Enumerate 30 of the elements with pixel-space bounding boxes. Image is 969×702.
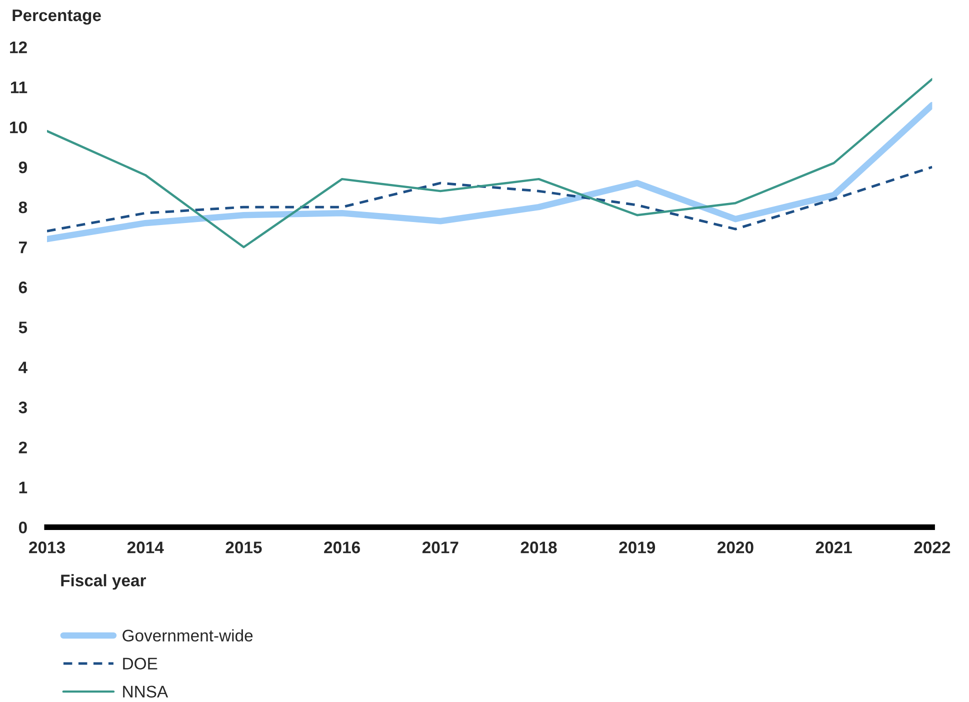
- y-tick-label: 10: [10, 121, 27, 134]
- legend-label: DOE: [123, 658, 158, 670]
- y-axis-title: Percentage: [12, 10, 101, 25]
- x-axis-title: Fiscal year: [61, 574, 146, 590]
- y-tick-label: 8: [18, 201, 28, 214]
- x-tick-label: 2013: [29, 542, 65, 554]
- x-tick-label: 2021: [816, 542, 852, 554]
- y-tick-label: 3: [18, 402, 27, 414]
- legend-label: Government-wide: [122, 629, 253, 642]
- line-series: [46, 166, 932, 232]
- y-tick-label: 5: [18, 322, 28, 334]
- x-tick-label: 2017: [422, 542, 458, 554]
- x-tick-label: 2022: [914, 542, 950, 554]
- x-tick-label: 2018: [520, 542, 557, 554]
- x-tick-label: 2020: [718, 542, 754, 554]
- x-tick-label: 2016: [324, 542, 360, 554]
- y-tick-label: 1: [19, 482, 28, 494]
- line-series: [46, 78, 932, 248]
- y-tick-label: 0: [18, 522, 27, 534]
- y-tick-label: 2: [18, 442, 27, 454]
- y-tick-label: 12: [10, 41, 27, 54]
- y-tick-label: 6: [18, 282, 27, 294]
- y-tick-label: 11: [10, 82, 28, 94]
- legend-label: NNSA: [123, 686, 168, 698]
- y-tick-label: 7: [19, 242, 27, 254]
- y-tick-label: 4: [18, 362, 28, 374]
- x-tick-label: 2014: [127, 542, 164, 554]
- x-tick-label: 2019: [619, 542, 656, 554]
- y-tick-label: 9: [18, 161, 27, 174]
- x-tick-label: 2015: [226, 542, 262, 554]
